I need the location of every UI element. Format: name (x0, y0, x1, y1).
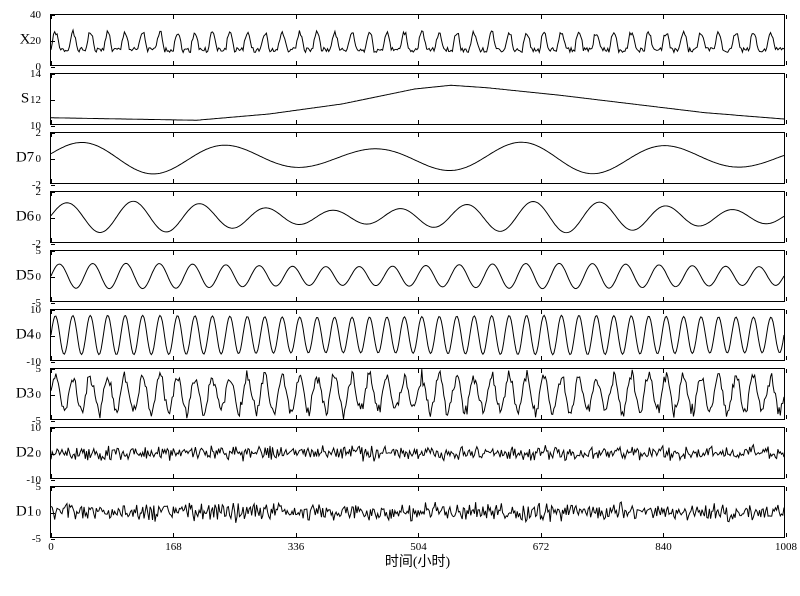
xtick: 840 (655, 541, 672, 553)
plot-line (51, 310, 784, 360)
panel-d2: -10010 (50, 427, 785, 479)
xtick: 1008 (775, 541, 797, 553)
plot-line (51, 133, 784, 183)
panel-d3: -505 (50, 368, 785, 420)
panel-d1: -50501683365046728401008时间(小时) (50, 486, 785, 538)
plot-line (51, 428, 784, 478)
plot-line (51, 192, 784, 242)
ylabel-d1: D1 (10, 504, 40, 521)
xtick: 672 (533, 541, 550, 553)
panel-d7: -202 (50, 132, 785, 184)
ylabel-x: X (10, 32, 40, 49)
multiresolution-chart: 02040X101214S-202D7-202D6-505D5-10010D4-… (10, 10, 790, 586)
ylabel-d5: D5 (10, 268, 40, 285)
plot-line (51, 15, 784, 65)
ylabel-d3: D3 (10, 386, 40, 403)
ylabel-d2: D2 (10, 445, 40, 462)
plot-line (51, 487, 784, 537)
plot-line (51, 251, 784, 301)
ylabel-d4: D4 (10, 327, 40, 344)
ylabel-d6: D6 (10, 209, 40, 226)
panel-d4: -10010 (50, 309, 785, 361)
plot-line (51, 74, 784, 124)
ylabel-s: S (10, 91, 40, 108)
xlabel: 时间(小时) (385, 551, 450, 571)
panel-x: 02040 (50, 14, 785, 66)
plot-line (51, 369, 784, 419)
panel-s: 101214 (50, 73, 785, 125)
xtick: 336 (288, 541, 305, 553)
panel-d6: -202 (50, 191, 785, 243)
xtick: 168 (165, 541, 182, 553)
xtick: 0 (48, 541, 54, 553)
ylabel-d7: D7 (10, 150, 40, 167)
panel-d5: -505 (50, 250, 785, 302)
